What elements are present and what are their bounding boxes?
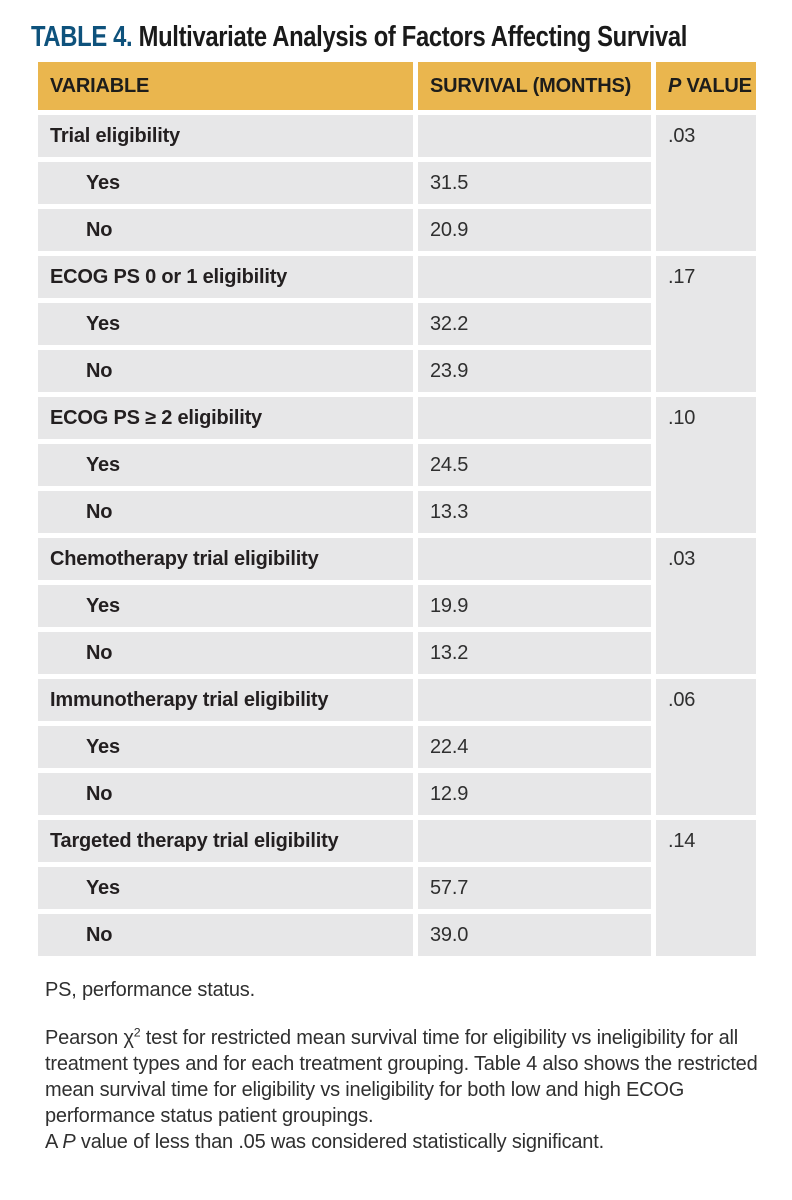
p-value-cell: .03	[656, 115, 756, 251]
note-italic-p: P	[62, 1131, 76, 1153]
survival-cell: 23.9	[418, 350, 651, 392]
p-value-cell: .14	[656, 820, 756, 956]
table-title-number: TABLE 4.	[31, 21, 133, 53]
variable-sub-label: No	[38, 773, 413, 815]
variable-sub-label: Yes	[38, 585, 413, 627]
survival-cell: 12.9	[418, 773, 651, 815]
p-value-cell: .17	[656, 256, 756, 392]
table-row-no: No 39.0	[38, 914, 756, 956]
table-row-no: No 13.2	[38, 632, 756, 674]
table-row-group-header: Chemotherapy trial eligibility .03	[38, 538, 756, 674]
abbreviation-note: PS, performance status.	[45, 979, 255, 1001]
variable-group-label: Immunotherapy trial eligibility	[38, 679, 413, 721]
table-row-no: No 13.3	[38, 491, 756, 533]
survival-cell: 19.9	[418, 585, 651, 627]
p-rest: VALUE	[681, 74, 752, 97]
survival-cell: 13.3	[418, 491, 651, 533]
p-italic: P	[668, 74, 682, 97]
survival-cell-empty	[418, 679, 651, 721]
survival-cell: 32.2	[418, 303, 651, 345]
table-title-text: Multivariate Analysis of Factors Affecti…	[138, 21, 688, 53]
p-value-cell: .06	[656, 679, 756, 815]
survival-cell: 13.2	[418, 632, 651, 674]
variable-sub-label: Yes	[38, 867, 413, 909]
note-superscript: 2	[133, 1025, 141, 1040]
note-part2: test for restricted mean survival time f…	[45, 1027, 758, 1127]
variable-group-label: ECOG PS ≥ 2 eligibility	[38, 397, 413, 439]
variable-sub-label: No	[38, 350, 413, 392]
table-row-group-header: Targeted therapy trial eligibility .14	[38, 820, 756, 956]
survival-cell-empty	[418, 256, 651, 298]
p-value-cell: .03	[656, 538, 756, 674]
table-header-row: VARIABLE SURVIVAL (MONTHS) P VALUE	[38, 62, 756, 110]
survival-cell-empty	[418, 115, 651, 157]
table-row-no: No 20.9	[38, 209, 756, 251]
table-row-yes: Yes 57.7	[38, 867, 756, 909]
table-title: TABLE 4. Multivariate Analysis of Factor…	[31, 21, 687, 53]
table-row-yes: Yes 22.4	[38, 726, 756, 768]
statistical-note: Pearson χ2 test for restricted mean surv…	[45, 1025, 771, 1155]
survival-cell-empty	[418, 820, 651, 862]
survival-cell: 39.0	[418, 914, 651, 956]
survival-cell: 31.5	[418, 162, 651, 204]
page: TABLE 4. Multivariate Analysis of Factor…	[0, 22, 792, 1200]
note-part3: A	[45, 1131, 63, 1153]
table-row-yes: Yes 31.5	[38, 162, 756, 204]
column-header-variable: VARIABLE	[38, 62, 413, 110]
table-row-group-header: Trial eligibility .03	[38, 115, 756, 251]
note-part1: Pearson χ	[45, 1027, 134, 1049]
variable-sub-label: Yes	[38, 303, 413, 345]
variable-sub-label: Yes	[38, 162, 413, 204]
survival-table: VARIABLE SURVIVAL (MONTHS) P VALUE Trial…	[33, 57, 761, 961]
footnotes: PS, performance status. Pearson χ2 test …	[45, 977, 771, 1155]
table-row-no: No 23.9	[38, 350, 756, 392]
survival-cell: 22.4	[418, 726, 651, 768]
variable-sub-label: Yes	[38, 726, 413, 768]
variable-sub-label: No	[38, 632, 413, 674]
column-header-p-value: P VALUE	[656, 62, 756, 110]
note-part4: value of less than .05 was considered st…	[75, 1131, 604, 1153]
table-row-group-header: ECOG PS 0 or 1 eligibility .17	[38, 256, 756, 392]
p-value-cell: .10	[656, 397, 756, 533]
variable-group-label: ECOG PS 0 or 1 eligibility	[38, 256, 413, 298]
variable-sub-label: No	[38, 491, 413, 533]
column-header-survival: SURVIVAL (MONTHS)	[418, 62, 651, 110]
survival-cell: 57.7	[418, 867, 651, 909]
table-row-yes: Yes 19.9	[38, 585, 756, 627]
survival-cell: 20.9	[418, 209, 651, 251]
survival-cell-empty	[418, 397, 651, 439]
variable-sub-label: Yes	[38, 444, 413, 486]
variable-sub-label: No	[38, 209, 413, 251]
table-row-yes: Yes 24.5	[38, 444, 756, 486]
variable-group-label: Trial eligibility	[38, 115, 413, 157]
survival-cell: 24.5	[418, 444, 651, 486]
variable-group-label: Targeted therapy trial eligibility	[38, 820, 413, 862]
table-row-yes: Yes 32.2	[38, 303, 756, 345]
variable-sub-label: No	[38, 914, 413, 956]
table-row-group-header: Immunotherapy trial eligibility .06	[38, 679, 756, 815]
variable-group-label: Chemotherapy trial eligibility	[38, 538, 413, 580]
table-row-group-header: ECOG PS ≥ 2 eligibility .10	[38, 397, 756, 533]
table-row-no: No 12.9	[38, 773, 756, 815]
survival-cell-empty	[418, 538, 651, 580]
